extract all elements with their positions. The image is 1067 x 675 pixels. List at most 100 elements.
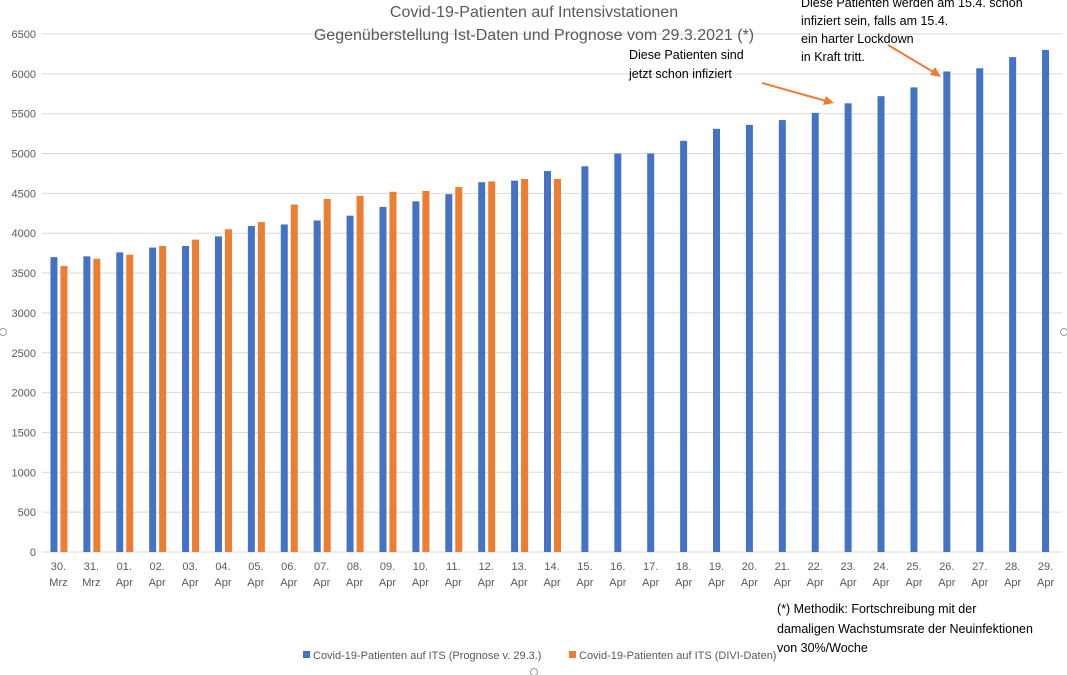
x-category-label: 29. — [1038, 561, 1053, 573]
x-category-label: 02. — [150, 561, 165, 573]
x-category-label: 08. — [347, 561, 362, 573]
bar-divi — [224, 229, 232, 552]
y-tick-label: 1500 — [12, 427, 36, 439]
x-category-label: 19. — [709, 561, 724, 573]
x-category-label: Apr — [445, 577, 462, 589]
x-category-label: 31. — [84, 561, 99, 573]
bar-prognose — [745, 124, 753, 552]
annotation-lockdown-line-2: infiziert sein, falls am 15.4. — [801, 14, 948, 28]
annotation-lockdown-arrowhead — [930, 67, 941, 77]
bar-divi — [93, 258, 101, 552]
bar-prognose — [182, 245, 190, 552]
footnote-line-3: von 30%/Woche — [777, 641, 868, 655]
bar-prognose — [910, 87, 918, 552]
gridlines — [42, 33, 1062, 553]
x-category-label: 14. — [544, 561, 559, 573]
x-category-label: 01. — [117, 561, 132, 573]
x-category-label: 12. — [479, 561, 494, 573]
x-category-label: 25. — [906, 561, 921, 573]
x-category-label: Apr — [149, 577, 166, 589]
bar-prognose — [647, 153, 655, 553]
bar-prognose — [976, 68, 984, 552]
x-category-label: 18. — [676, 561, 691, 573]
y-tick-label: 4000 — [12, 228, 36, 240]
bar-prognose — [83, 256, 91, 552]
footnote-line-1: (*) Methodik: Fortschreibung mit der — [777, 602, 976, 616]
bar-prognose — [247, 226, 255, 552]
y-tick-label: 0 — [30, 547, 36, 559]
x-category-label: Apr — [214, 577, 231, 589]
legend-label-prognose: Covid-19-Patienten auf ITS (Prognose v. … — [313, 650, 541, 662]
y-tick-label: 2000 — [12, 388, 36, 400]
x-axis-categories: 30. Mrz 31. Mrz 01. Apr 02. Apr 03. Apr 04. Apr 05. A… — [49, 561, 1054, 589]
bar-prognose — [680, 140, 688, 552]
x-category-label: 20. — [742, 561, 757, 573]
bar-prognose — [1042, 49, 1050, 552]
chart-title-line-1: Covid-19-Patienten auf Intensivstationen — [390, 4, 678, 21]
bar-prognose — [1009, 57, 1017, 552]
annotation-lockdown-line-1: Diese Patienten werden am 15.4. schon — [801, 0, 1023, 10]
x-category-label: Apr — [807, 577, 824, 589]
x-category-label: 22. — [808, 561, 823, 573]
resize-handle-left — [0, 328, 7, 336]
bar-divi — [290, 204, 298, 552]
x-category-label: 30. — [51, 561, 66, 573]
bar-prognose — [214, 236, 222, 552]
bar-prognose — [844, 103, 852, 552]
bar-prognose — [614, 153, 622, 553]
annotation-infected-line-2: jetzt schon infiziert — [628, 67, 732, 81]
x-category-label: 26. — [939, 561, 954, 573]
bar-prognose — [379, 206, 387, 552]
bar-divi — [455, 187, 463, 553]
y-tick-label: 500 — [18, 507, 36, 519]
annotation-lockdown-line-3: ein harter Lockdown — [801, 32, 914, 46]
bar-prognose — [149, 247, 157, 552]
legend-label-divi: Covid-19-Patienten auf ITS (DIVI-Daten) — [579, 650, 776, 662]
x-category-label: 13. — [511, 561, 526, 573]
x-category-label: Apr — [840, 577, 857, 589]
annotation-infected-arrow — [761, 82, 827, 102]
x-category-label: Apr — [905, 577, 922, 589]
y-tick-label: 5500 — [12, 109, 36, 121]
bar-prognose — [313, 220, 321, 553]
annotation-infected: Diese Patienten sind jetzt schon infizie… — [628, 48, 834, 105]
bar-divi — [192, 239, 200, 553]
x-category-label: Apr — [938, 577, 955, 589]
x-category-label: Apr — [675, 577, 692, 589]
bar-prognose — [811, 112, 819, 552]
y-axis-ticks: 0 500 1000 1500 2000 2500 3000 3500 4000 4500 5000… — [12, 29, 36, 559]
x-category-label: 15. — [577, 561, 592, 573]
x-category-label: Apr — [116, 577, 133, 589]
x-category-label: 24. — [873, 561, 888, 573]
bar-prognose — [116, 252, 124, 552]
selection-handles[interactable] — [0, 328, 1067, 675]
x-category-label: Apr — [642, 577, 659, 589]
y-tick-label: 2500 — [12, 348, 36, 360]
y-tick-label: 3500 — [12, 268, 36, 280]
bar-divi — [60, 265, 68, 552]
x-category-label: Mrz — [49, 577, 67, 589]
chart-title-line-2: Gegenüberstellung Ist-Daten und Prognose… — [314, 27, 754, 44]
annotation-lockdown-arrow — [887, 44, 936, 74]
x-category-label: Mrz — [82, 577, 100, 589]
y-tick-label: 1000 — [12, 467, 36, 479]
y-tick-label: 3000 — [12, 308, 36, 320]
x-category-label: 07. — [314, 561, 329, 573]
y-tick-label: 5000 — [12, 149, 36, 161]
legend-swatch-prognose — [303, 651, 310, 658]
x-category-label: Apr — [379, 577, 396, 589]
x-category-label: 06. — [281, 561, 296, 573]
x-category-label: 28. — [1005, 561, 1020, 573]
bar-divi — [488, 181, 496, 552]
bar-prognose — [346, 215, 354, 552]
bar-prognose — [445, 194, 453, 553]
x-category-label: 11. — [446, 561, 460, 573]
bar-divi — [422, 190, 430, 553]
y-tick-label: 6500 — [12, 29, 36, 41]
bar-prognose — [50, 257, 58, 552]
bar-prognose — [877, 96, 885, 552]
x-category-label: Apr — [313, 577, 330, 589]
bar-prognose — [478, 182, 486, 552]
x-category-label: Apr — [247, 577, 264, 589]
